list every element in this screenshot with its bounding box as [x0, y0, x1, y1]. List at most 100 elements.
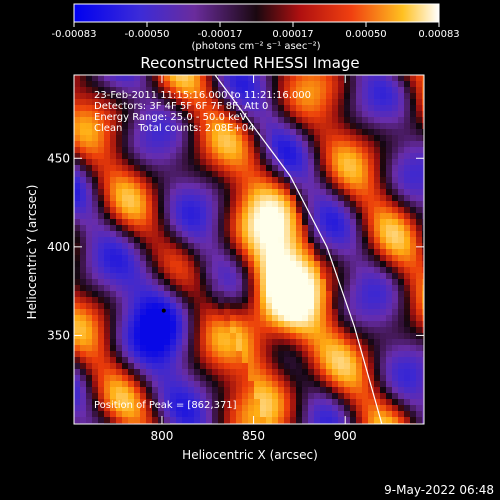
heatmap-cell [272, 387, 279, 394]
heatmap-cell [200, 207, 207, 214]
heatmap-cell [416, 255, 423, 262]
heatmap-cell [110, 279, 117, 286]
heatmap-cell [212, 123, 219, 130]
heatmap-cell [326, 135, 333, 142]
heatmap-cell [302, 81, 309, 88]
heatmap-cell [410, 345, 417, 352]
heatmap-cell [164, 177, 171, 184]
heatmap-cell [188, 351, 195, 358]
heatmap-cell [290, 123, 297, 130]
heatmap-cell [320, 375, 327, 382]
heatmap-cell [422, 279, 424, 286]
heatmap-cell [74, 177, 81, 184]
heatmap-cell [194, 351, 201, 358]
heatmap-cell [122, 117, 129, 124]
heatmap-cell [392, 417, 399, 424]
heatmap-cell [338, 243, 345, 250]
heatmap-cell [98, 369, 105, 376]
heatmap-cell [242, 219, 249, 226]
heatmap-cell [194, 417, 201, 424]
heatmap-cell [272, 369, 279, 376]
heatmap-cell [194, 309, 201, 316]
heatmap-cell [398, 375, 405, 382]
y-tick-label: 350 [47, 328, 70, 342]
heatmap-cell [368, 363, 375, 370]
x-tick-label: 900 [334, 429, 357, 443]
heatmap-cell [374, 393, 381, 400]
heatmap-cell [158, 207, 165, 214]
heatmap-cell [308, 201, 315, 208]
heatmap-cell [248, 129, 255, 136]
heatmap-cell [254, 111, 261, 118]
heatmap-cell [92, 381, 99, 388]
heatmap-cell [380, 105, 387, 112]
heatmap-cell [266, 309, 273, 316]
heatmap-cell [410, 81, 417, 88]
heatmap-cell [374, 141, 381, 148]
heatmap-cell [254, 201, 261, 208]
heatmap-cell [200, 279, 207, 286]
heatmap-cell [272, 141, 279, 148]
heatmap-cell [122, 195, 129, 202]
heatmap-cell [356, 357, 363, 364]
heatmap-cell [404, 135, 411, 142]
heatmap-cell [206, 147, 213, 154]
heatmap-cell [260, 201, 267, 208]
heatmap-cell [116, 171, 123, 178]
heatmap-cell [86, 411, 93, 418]
heatmap-cell [338, 411, 345, 418]
heatmap-cell [392, 327, 399, 334]
heatmap-cell [224, 93, 231, 100]
heatmap-cell [272, 237, 279, 244]
heatmap-cell [296, 129, 303, 136]
heatmap-cell [392, 303, 399, 310]
heatmap-cell [392, 87, 399, 94]
heatmap-cell [386, 285, 393, 292]
heatmap-cell [116, 159, 123, 166]
heatmap-cell [122, 201, 129, 208]
heatmap-cell [206, 99, 213, 106]
heatmap-cell [200, 201, 207, 208]
heatmap-cell [404, 189, 411, 196]
heatmap-cell [284, 345, 291, 352]
heatmap-cell [254, 87, 261, 94]
heatmap-cell [356, 375, 363, 382]
heatmap-cell [236, 255, 243, 262]
heatmap-cell [344, 279, 351, 286]
heatmap-cell [170, 303, 177, 310]
heatmap-cell [404, 351, 411, 358]
heatmap-cell [146, 321, 153, 328]
heatmap-cell [170, 129, 177, 136]
heatmap-cell [134, 375, 141, 382]
heatmap-cell [278, 345, 285, 352]
heatmap-cell [86, 159, 93, 166]
heatmap-cell [380, 165, 387, 172]
heatmap-cell [86, 357, 93, 364]
heatmap-cell [98, 111, 105, 118]
heatmap-cell [356, 213, 363, 220]
heatmap-cell [188, 357, 195, 364]
heatmap-cell [212, 363, 219, 370]
heatmap-cell [284, 81, 291, 88]
heatmap-cell [290, 231, 297, 238]
heatmap-cell [308, 117, 315, 124]
heatmap-cell [98, 93, 105, 100]
heatmap-cell [236, 369, 243, 376]
heatmap-cell [176, 333, 183, 340]
heatmap-cell [236, 273, 243, 280]
heatmap-cell [416, 351, 423, 358]
heatmap-cell [398, 75, 405, 82]
heatmap-cell [164, 351, 171, 358]
heatmap-cell [152, 309, 159, 316]
heatmap-cell [200, 81, 207, 88]
chart-title: Reconstructed RHESSI Image [140, 54, 359, 72]
heatmap-cell [422, 243, 424, 250]
heatmap-cell [362, 339, 369, 346]
heatmap-cell [206, 387, 213, 394]
heatmap-cell [86, 387, 93, 394]
heatmap-cell [326, 219, 333, 226]
heatmap-cell [218, 399, 225, 406]
heatmap-cell [176, 105, 183, 112]
heatmap-cell [374, 375, 381, 382]
heatmap-cell [296, 339, 303, 346]
